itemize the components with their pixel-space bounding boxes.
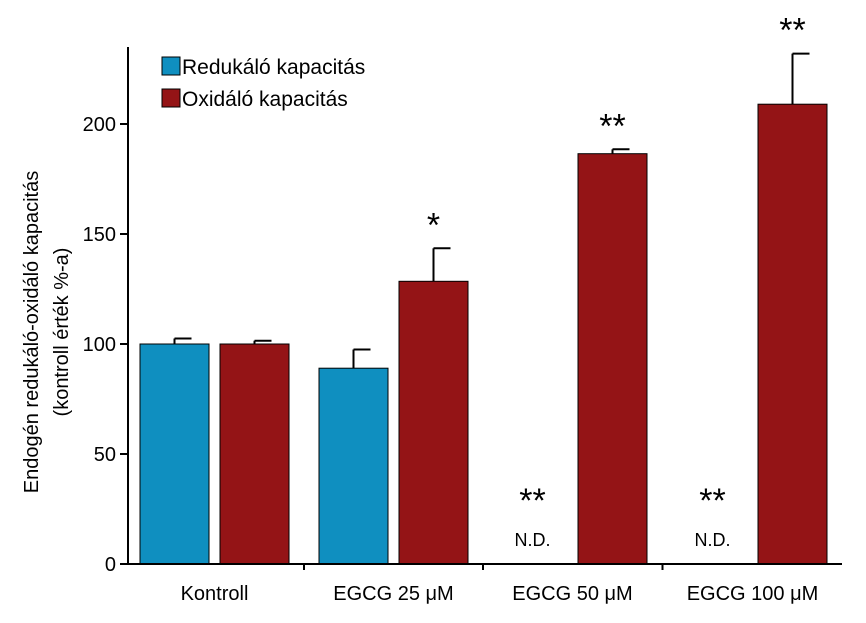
y-axis-title: Endogén redukáló-oxidáló kapacitás (kont… (21, 171, 73, 493)
legend-label-oxidizing: Oxidáló kapacitás (182, 88, 348, 111)
y-axis-ticks: 0 50 100 150 200 (83, 114, 128, 576)
legend-item-oxidizing: Oxidáló kapacitás (161, 88, 348, 111)
y-axis-title-line1: Endogén redukáló-oxidáló kapacitás (21, 171, 43, 493)
x-tick-label-0: Kontroll (181, 583, 249, 605)
error-bars-layer (173, 52, 810, 369)
significance-0-3: ** (699, 482, 725, 520)
nd-label-0-3: N.D. (695, 530, 731, 550)
legend-label-reducing: Redukáló kapacitás (182, 56, 365, 79)
significance-1-2: ** (599, 107, 625, 145)
y-tick-label-50: 50 (94, 444, 116, 466)
bar-0-1 (318, 367, 389, 565)
x-tick-label-1: EGCG 25 μM (333, 583, 453, 605)
y-tick-label-150: 150 (83, 224, 116, 246)
y-axis-title-line2: (kontroll érték %-a) (51, 248, 73, 417)
significance-1-1: * (427, 206, 440, 244)
legend-swatch-oxidizing (161, 88, 181, 108)
y-tick-label-100: 100 (83, 334, 116, 356)
legend-swatch-reducing (161, 56, 181, 76)
legend: Redukáló kapacitás Oxidáló kapacitás (161, 56, 365, 111)
bar-1-0 (219, 343, 290, 565)
annotations-layer: ***N.D.****N.D.** (427, 12, 806, 550)
y-tick-label-0: 0 (105, 554, 116, 576)
x-tick-label-2: EGCG 50 μM (512, 583, 632, 605)
bar-1-1 (398, 280, 469, 565)
y-tick-label-200: 200 (83, 114, 116, 136)
x-axis-ticks: Kontroll EGCG 25 μM EGCG 50 μM EGCG 100 μM (181, 564, 819, 605)
nd-label-0-2: N.D. (515, 530, 551, 550)
bar-1-3 (757, 103, 828, 565)
bar-1-2 (577, 153, 648, 565)
significance-0-2: ** (519, 482, 545, 520)
significance-1-3: ** (779, 12, 805, 50)
bars-layer (139, 103, 828, 565)
bar-0-0 (139, 343, 210, 565)
x-tick-label-3: EGCG 100 μM (687, 583, 819, 605)
legend-item-reducing: Redukáló kapacitás (161, 56, 365, 79)
